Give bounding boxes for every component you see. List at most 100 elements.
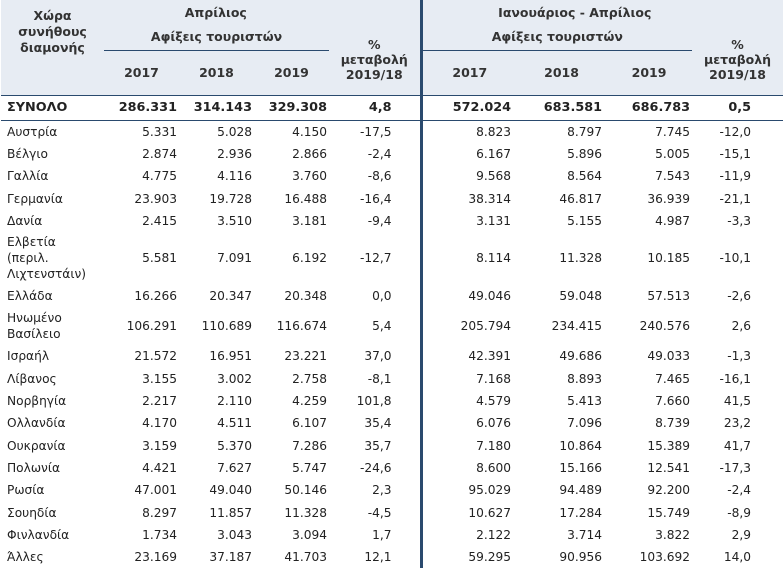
value-cell: 5.413 <box>567 394 603 409</box>
table-row: Γερμανία 23.903 19.728 16.488 -16,4 38.314 46.… <box>1 187 783 210</box>
value-cell: 2.110 <box>217 394 252 409</box>
value-cell: 2.122 <box>476 527 512 542</box>
change-cell: -16,1 <box>719 371 752 386</box>
value-cell: 20.348 <box>284 289 327 304</box>
value-cell: 5.581 <box>142 251 177 266</box>
value-cell: 15.166 <box>559 460 603 475</box>
value-cell: 8.564 <box>567 169 603 184</box>
value-cell: 4.170 <box>142 416 177 431</box>
total-label: ΣΥΝΟΛΟ <box>1 94 104 121</box>
tourist-arrivals-table: Χώρα συνήθους διαμονής Απρίλιος Ιανουάρι… <box>1 0 784 569</box>
value-cell: 59.048 <box>559 289 603 304</box>
value-cell: 49.040 <box>209 483 252 498</box>
value-cell: 3.181 <box>292 213 327 228</box>
country-cell: Βέλγιο <box>7 146 48 161</box>
value-cell: 8.600 <box>476 460 512 475</box>
value-cell: 3.714 <box>567 527 603 542</box>
value-cell: 23.903 <box>134 191 177 206</box>
country-cell: Γερμανία <box>7 191 63 206</box>
value-cell: 6.107 <box>292 416 327 431</box>
value-cell: 4.150 <box>292 124 327 139</box>
value-cell: 2.758 <box>292 371 327 386</box>
value-cell: 2.874 <box>142 146 177 161</box>
value-cell: 94.489 <box>559 483 603 498</box>
change-cell: -10,1 <box>719 251 752 266</box>
value-cell: 3.043 <box>217 527 252 542</box>
year-2018-jan-apr: 2018 <box>517 50 607 95</box>
change-cell: -15,1 <box>719 146 752 161</box>
value-cell: 57.513 <box>647 289 691 304</box>
value-cell: 46.817 <box>559 191 603 206</box>
value-cell: 8.739 <box>655 416 691 431</box>
year-2017-april: 2017 <box>104 50 179 95</box>
value-cell: 5.331 <box>142 124 177 139</box>
value-cell: 103.692 <box>639 550 691 565</box>
value-cell: 49.046 <box>468 289 512 304</box>
total-change-cell: 0,5 <box>692 94 784 121</box>
change-label-years-april: 2019/18 <box>345 66 403 82</box>
year-2018-april: 2018 <box>179 50 254 95</box>
value-cell: 234.415 <box>551 319 603 334</box>
table-row: Ολλανδία 4.170 4.511 6.107 35,4 6.076 7.096 8.7… <box>1 412 783 435</box>
total-cell: 686.783 <box>606 94 693 121</box>
change-cell: -2,4 <box>727 483 752 498</box>
change-label-percent-jan-apr: % <box>731 36 744 52</box>
country-column-header: Χώρα συνήθους διαμονής <box>1 0 104 95</box>
change-header-april: % μεταβολή 2019/18 <box>329 24 423 95</box>
country-column-label: Χώρα συνήθους διαμονής <box>18 8 87 55</box>
change-cell: -17,3 <box>719 460 752 475</box>
change-cell: 41,7 <box>723 438 752 453</box>
value-cell: 10.185 <box>647 251 691 266</box>
value-cell: 38.314 <box>468 191 512 206</box>
year-2017-jan-apr: 2017 <box>421 50 518 95</box>
value-cell: 7.627 <box>217 460 252 475</box>
value-cell: 110.689 <box>201 319 252 334</box>
change-cell: -21,1 <box>719 191 752 206</box>
value-cell: 16.951 <box>209 349 252 364</box>
change-cell: -24,6 <box>329 456 423 480</box>
change-cell: -16,4 <box>329 187 423 210</box>
value-cell: 5.747 <box>292 460 327 475</box>
value-cell: 41.703 <box>284 550 327 565</box>
period-jan-apr-header: Ιανουάριος - Απρίλιος <box>421 0 784 24</box>
table-row: Δανία 2.415 3.510 3.181 -9,4 3.131 5.155 4.987 -… <box>1 209 783 232</box>
value-cell: 240.576 <box>639 319 691 334</box>
value-cell: 1.734 <box>142 527 177 542</box>
change-cell: 2,9 <box>731 527 752 542</box>
value-cell: 7.745 <box>655 124 691 139</box>
value-cell: 4.421 <box>142 460 177 475</box>
value-cell: 23.221 <box>284 349 327 364</box>
change-cell: -1,3 <box>727 349 752 364</box>
value-cell: 8.114 <box>476 251 512 266</box>
country-cell: Ουκρανία <box>7 438 66 453</box>
table-row: Βέλγιο 2.874 2.936 2.866 -2,4 6.167 5.896 5.005… <box>1 142 783 166</box>
value-cell: 47.001 <box>134 483 177 498</box>
value-cell: 7.660 <box>655 394 691 409</box>
change-cell: 1,7 <box>329 523 423 546</box>
value-cell: 4.775 <box>142 169 177 184</box>
value-cell: 36.939 <box>647 191 691 206</box>
value-cell: 8.823 <box>476 124 512 139</box>
value-cell: 7.091 <box>217 251 252 266</box>
value-cell: 3.822 <box>655 527 691 542</box>
value-cell: 37.187 <box>209 550 252 565</box>
value-cell: 5.896 <box>567 146 603 161</box>
value-cell: 7.286 <box>292 438 327 453</box>
total-cell: 683.581 <box>517 94 607 121</box>
value-cell: 59.295 <box>468 550 512 565</box>
value-cell: 7.096 <box>567 416 603 431</box>
change-cell: 5,4 <box>329 307 423 346</box>
change-cell: 35,4 <box>329 412 423 435</box>
value-cell: 4.259 <box>292 394 327 409</box>
value-cell: 19.728 <box>209 191 252 206</box>
country-cell: Ελλάδα <box>7 289 53 304</box>
change-cell: -12,0 <box>719 124 752 139</box>
change-cell: 0,0 <box>329 284 423 308</box>
value-cell: 5.155 <box>567 213 603 228</box>
value-cell: 6.192 <box>292 251 327 266</box>
total-cell: 314.143 <box>179 94 254 121</box>
value-cell: 23.169 <box>134 550 177 565</box>
value-cell: 106.291 <box>126 319 177 334</box>
change-label-text-jan-apr: μεταβολή <box>704 51 772 67</box>
change-cell: -2,6 <box>727 289 752 304</box>
